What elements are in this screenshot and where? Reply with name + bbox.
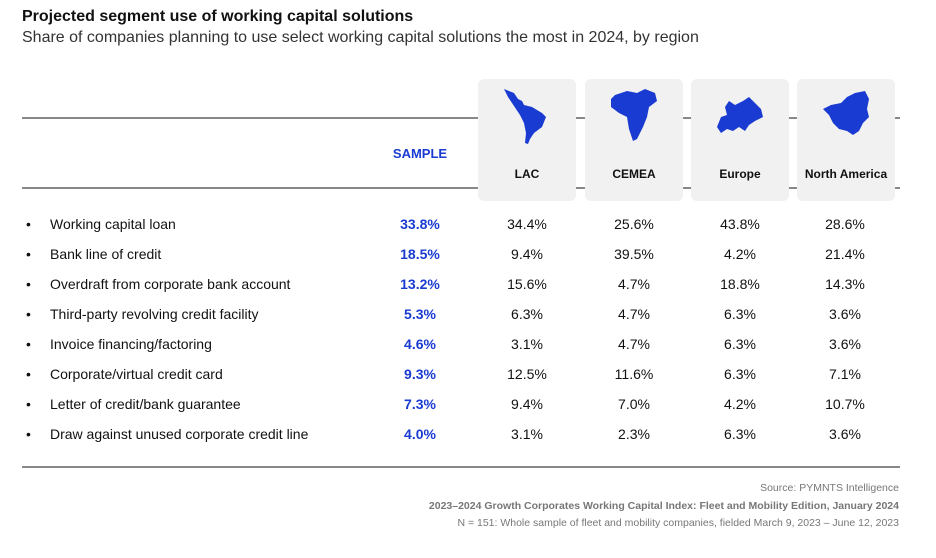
row-label: Overdraft from corporate bank account (50, 276, 291, 292)
region-label: North America (804, 167, 888, 181)
report-title: 2023–2024 Growth Corporates Working Capi… (428, 500, 899, 512)
region-value: 4.7% (618, 336, 650, 352)
row-label: Letter of credit/bank guarantee (50, 396, 241, 412)
sample-value: 13.2% (400, 276, 440, 292)
header-bottom-divider (22, 187, 900, 189)
region-value: 18.8% (720, 276, 760, 292)
sample-value: 7.3% (404, 396, 436, 412)
sample-value: 18.5% (400, 246, 440, 262)
table-row: • Draw against unused corporate credit li… (0, 426, 936, 448)
north-america-map-icon (823, 91, 869, 135)
region-value: 15.6% (507, 276, 547, 292)
bullet: • (26, 366, 31, 382)
region-value: 6.3% (724, 306, 756, 322)
region-value: 28.6% (825, 216, 865, 232)
source-note: Source: PYMNTS Intelligence (760, 482, 899, 494)
region-value: 4.2% (724, 396, 756, 412)
region-value: 4.7% (618, 276, 650, 292)
row-label: Draw against unused corporate credit lin… (50, 426, 309, 442)
region-value: 10.7% (825, 396, 865, 412)
sample-value: 4.6% (404, 336, 436, 352)
table-row: • Bank line of credit 18.5% 9.4% 39.5% 4.2% 21… (0, 246, 936, 268)
region-value: 39.5% (614, 246, 654, 262)
region-value: 6.3% (724, 336, 756, 352)
bullet: • (26, 306, 31, 322)
table-row: • Third-party revolving credit facility 5.… (0, 306, 936, 328)
sample-value: 33.8% (400, 216, 440, 232)
bullet: • (26, 216, 31, 232)
africa-middle-east-map-icon (611, 89, 657, 141)
region-value: 14.3% (825, 276, 865, 292)
region-header-cemea: CEMEA (585, 79, 683, 201)
region-value: 7.0% (618, 396, 650, 412)
region-value: 3.6% (829, 306, 861, 322)
europe-map-icon (717, 97, 763, 133)
bullet: • (26, 246, 31, 262)
region-header-lac: LAC (478, 79, 576, 201)
chart-subtitle: Share of companies planning to use selec… (22, 29, 699, 46)
region-label: Europe (719, 167, 761, 181)
row-label: Bank line of credit (50, 246, 162, 262)
table-row: • Corporate/virtual credit card 9.3% 12.5% 1… (0, 366, 936, 388)
region-header-north-america: North America (797, 79, 895, 201)
bullet: • (26, 276, 31, 292)
region-value: 3.6% (829, 426, 861, 442)
region-value: 34.4% (507, 216, 547, 232)
region-value: 3.1% (511, 336, 543, 352)
region-value: 4.2% (724, 246, 756, 262)
table-row: • Letter of credit/bank guarantee 7.3% 9.4%… (0, 396, 936, 418)
row-label: Invoice financing/factoring (50, 336, 212, 352)
row-label: Corporate/virtual credit card (50, 366, 223, 382)
row-label: Working capital loan (50, 216, 176, 232)
region-value: 9.4% (511, 246, 543, 262)
chart-title: Projected segment use of working capital… (22, 8, 414, 25)
sample-value: 4.0% (404, 426, 436, 442)
table-row: • Overdraft from corporate bank account 13… (0, 276, 936, 298)
bullet: • (26, 426, 31, 442)
sample-value: 9.3% (404, 366, 436, 382)
region-value: 3.6% (829, 336, 861, 352)
sample-value: 5.3% (404, 306, 436, 322)
sample-note: N = 151: Whole sample of fleet and mobil… (457, 517, 899, 529)
region-value: 3.1% (511, 426, 543, 442)
region-value: 9.4% (511, 396, 543, 412)
region-value: 7.1% (829, 366, 861, 382)
header-top-divider (22, 117, 900, 119)
sample-column-header: SAMPLE (392, 146, 448, 161)
bullet: • (26, 336, 31, 352)
region-value: 21.4% (825, 246, 865, 262)
row-label: Third-party revolving credit facility (50, 306, 259, 322)
table-row: • Working capital loan 33.8% 34.4% 25.6% 43.8… (0, 216, 936, 238)
region-value: 43.8% (720, 216, 760, 232)
region-value: 4.7% (618, 306, 650, 322)
region-value: 11.6% (614, 366, 654, 382)
region-value: 6.3% (511, 306, 543, 322)
table-bottom-divider (22, 466, 900, 468)
region-label: LAC (514, 167, 540, 181)
region-value: 6.3% (724, 426, 756, 442)
table-row: • Invoice financing/factoring 4.6% 3.1% 4.7%… (0, 336, 936, 358)
bullet: • (26, 396, 31, 412)
latin-america-map-icon (504, 89, 546, 144)
region-header-europe: Europe (691, 79, 789, 201)
region-label: CEMEA (612, 167, 656, 181)
region-value: 6.3% (724, 366, 756, 382)
region-value: 2.3% (618, 426, 650, 442)
region-value: 12.5% (507, 366, 547, 382)
region-value: 25.6% (614, 216, 654, 232)
